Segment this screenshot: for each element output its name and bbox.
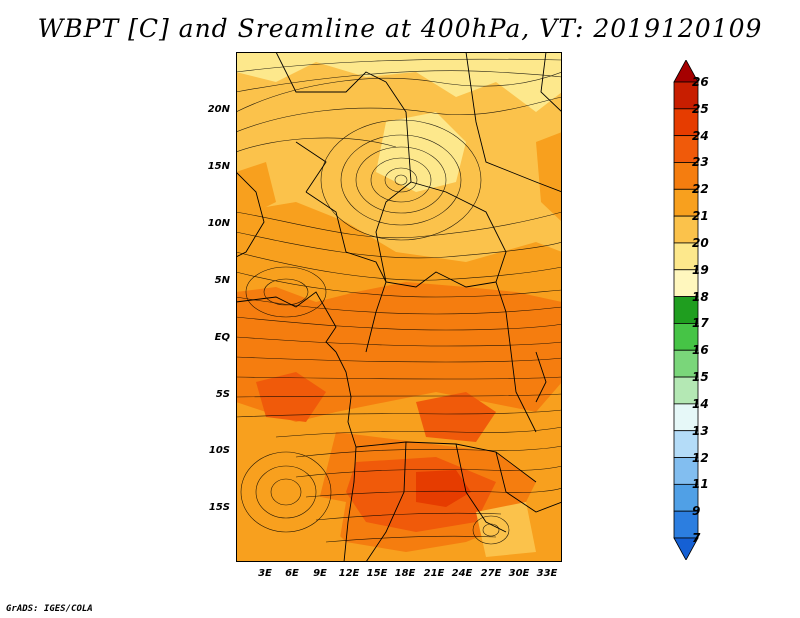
colorbar-label: 18 <box>692 289 709 304</box>
colorbar-segment <box>673 188 699 217</box>
colorbar-label: 25 <box>692 101 709 116</box>
lon-label-3e: 3E <box>258 568 272 579</box>
shade-20-se <box>476 502 536 557</box>
streamlines <box>236 58 562 545</box>
map-panel <box>236 52 562 562</box>
lon-label-30e: 30E <box>508 568 530 579</box>
colorbar-label: 23 <box>692 155 709 170</box>
colorbar-label: 19 <box>692 262 709 277</box>
colorbar-segment <box>673 376 699 405</box>
colorbar-segment <box>673 430 699 458</box>
wbpt-map <box>236 52 562 562</box>
lat-label-10n: 10N <box>207 218 230 229</box>
shade-23-a <box>256 372 326 422</box>
colorbar-label: 22 <box>692 182 709 197</box>
lat-label-eq: EQ <box>214 332 230 343</box>
shade-19-center <box>376 112 466 192</box>
colorbar-label: 11 <box>692 477 709 492</box>
colorbar-label: 14 <box>692 396 709 411</box>
lat-label-20n: 20N <box>207 104 230 115</box>
colorbar-label: 20 <box>692 235 709 250</box>
lat-label-10s: 10S <box>208 445 230 456</box>
colorbar-label: 7 <box>692 531 701 545</box>
lon-label-15e: 15E <box>366 568 388 579</box>
colorbar-label: 24 <box>692 128 709 143</box>
shade-21-sw <box>286 492 346 562</box>
lon-label-12e: 12E <box>338 568 360 579</box>
colorbar-segment <box>673 135 699 163</box>
colorbar-segment <box>673 349 699 378</box>
colorbar-label: 26 <box>692 75 709 89</box>
lon-label-27e: 27E <box>480 568 502 579</box>
colorbar-segment <box>673 108 699 137</box>
colorbar-label: 12 <box>692 450 709 465</box>
map-frame <box>236 52 562 562</box>
shade-23-b <box>416 392 496 442</box>
colorbar-label: 9 <box>692 504 701 519</box>
colorbar-label: 17 <box>692 316 709 331</box>
shade-19 <box>236 52 562 112</box>
colorbar-segment <box>673 81 699 110</box>
colorbar-label: 21 <box>692 209 709 224</box>
lat-label-15s: 15S <box>208 502 230 513</box>
shade-21-east <box>536 132 562 222</box>
colorbar-label: 13 <box>692 423 709 438</box>
lon-label-6e: 6E <box>285 568 299 579</box>
colorbar-segment <box>673 323 699 351</box>
colorbar <box>673 60 699 560</box>
colorbar-bottom-arrow <box>673 537 699 560</box>
colorbar-segment <box>673 242 699 271</box>
lon-label-24e: 24E <box>451 568 473 579</box>
shade-24 <box>416 470 471 507</box>
chart-title: WBPT [C] and Sreamline at 400hPa, VT: 20… <box>37 14 763 43</box>
colorbar-segment <box>673 269 699 297</box>
colorbar-label: 16 <box>692 343 709 358</box>
lon-label-9e: 9E <box>313 568 327 579</box>
colorbar-label: 15 <box>692 370 709 385</box>
lat-label-5n: 5N <box>214 275 230 286</box>
credit-text: GrADS: IGES/COLA <box>6 604 93 614</box>
lat-label-5s: 5S <box>215 389 230 400</box>
lon-label-21e: 21E <box>423 568 445 579</box>
lon-label-33e: 33E <box>536 568 558 579</box>
colorbar-segment <box>673 510 699 539</box>
lat-label-15n: 15N <box>207 161 230 172</box>
lon-label-18e: 18E <box>394 568 416 579</box>
colorbar-segment <box>673 162 699 190</box>
